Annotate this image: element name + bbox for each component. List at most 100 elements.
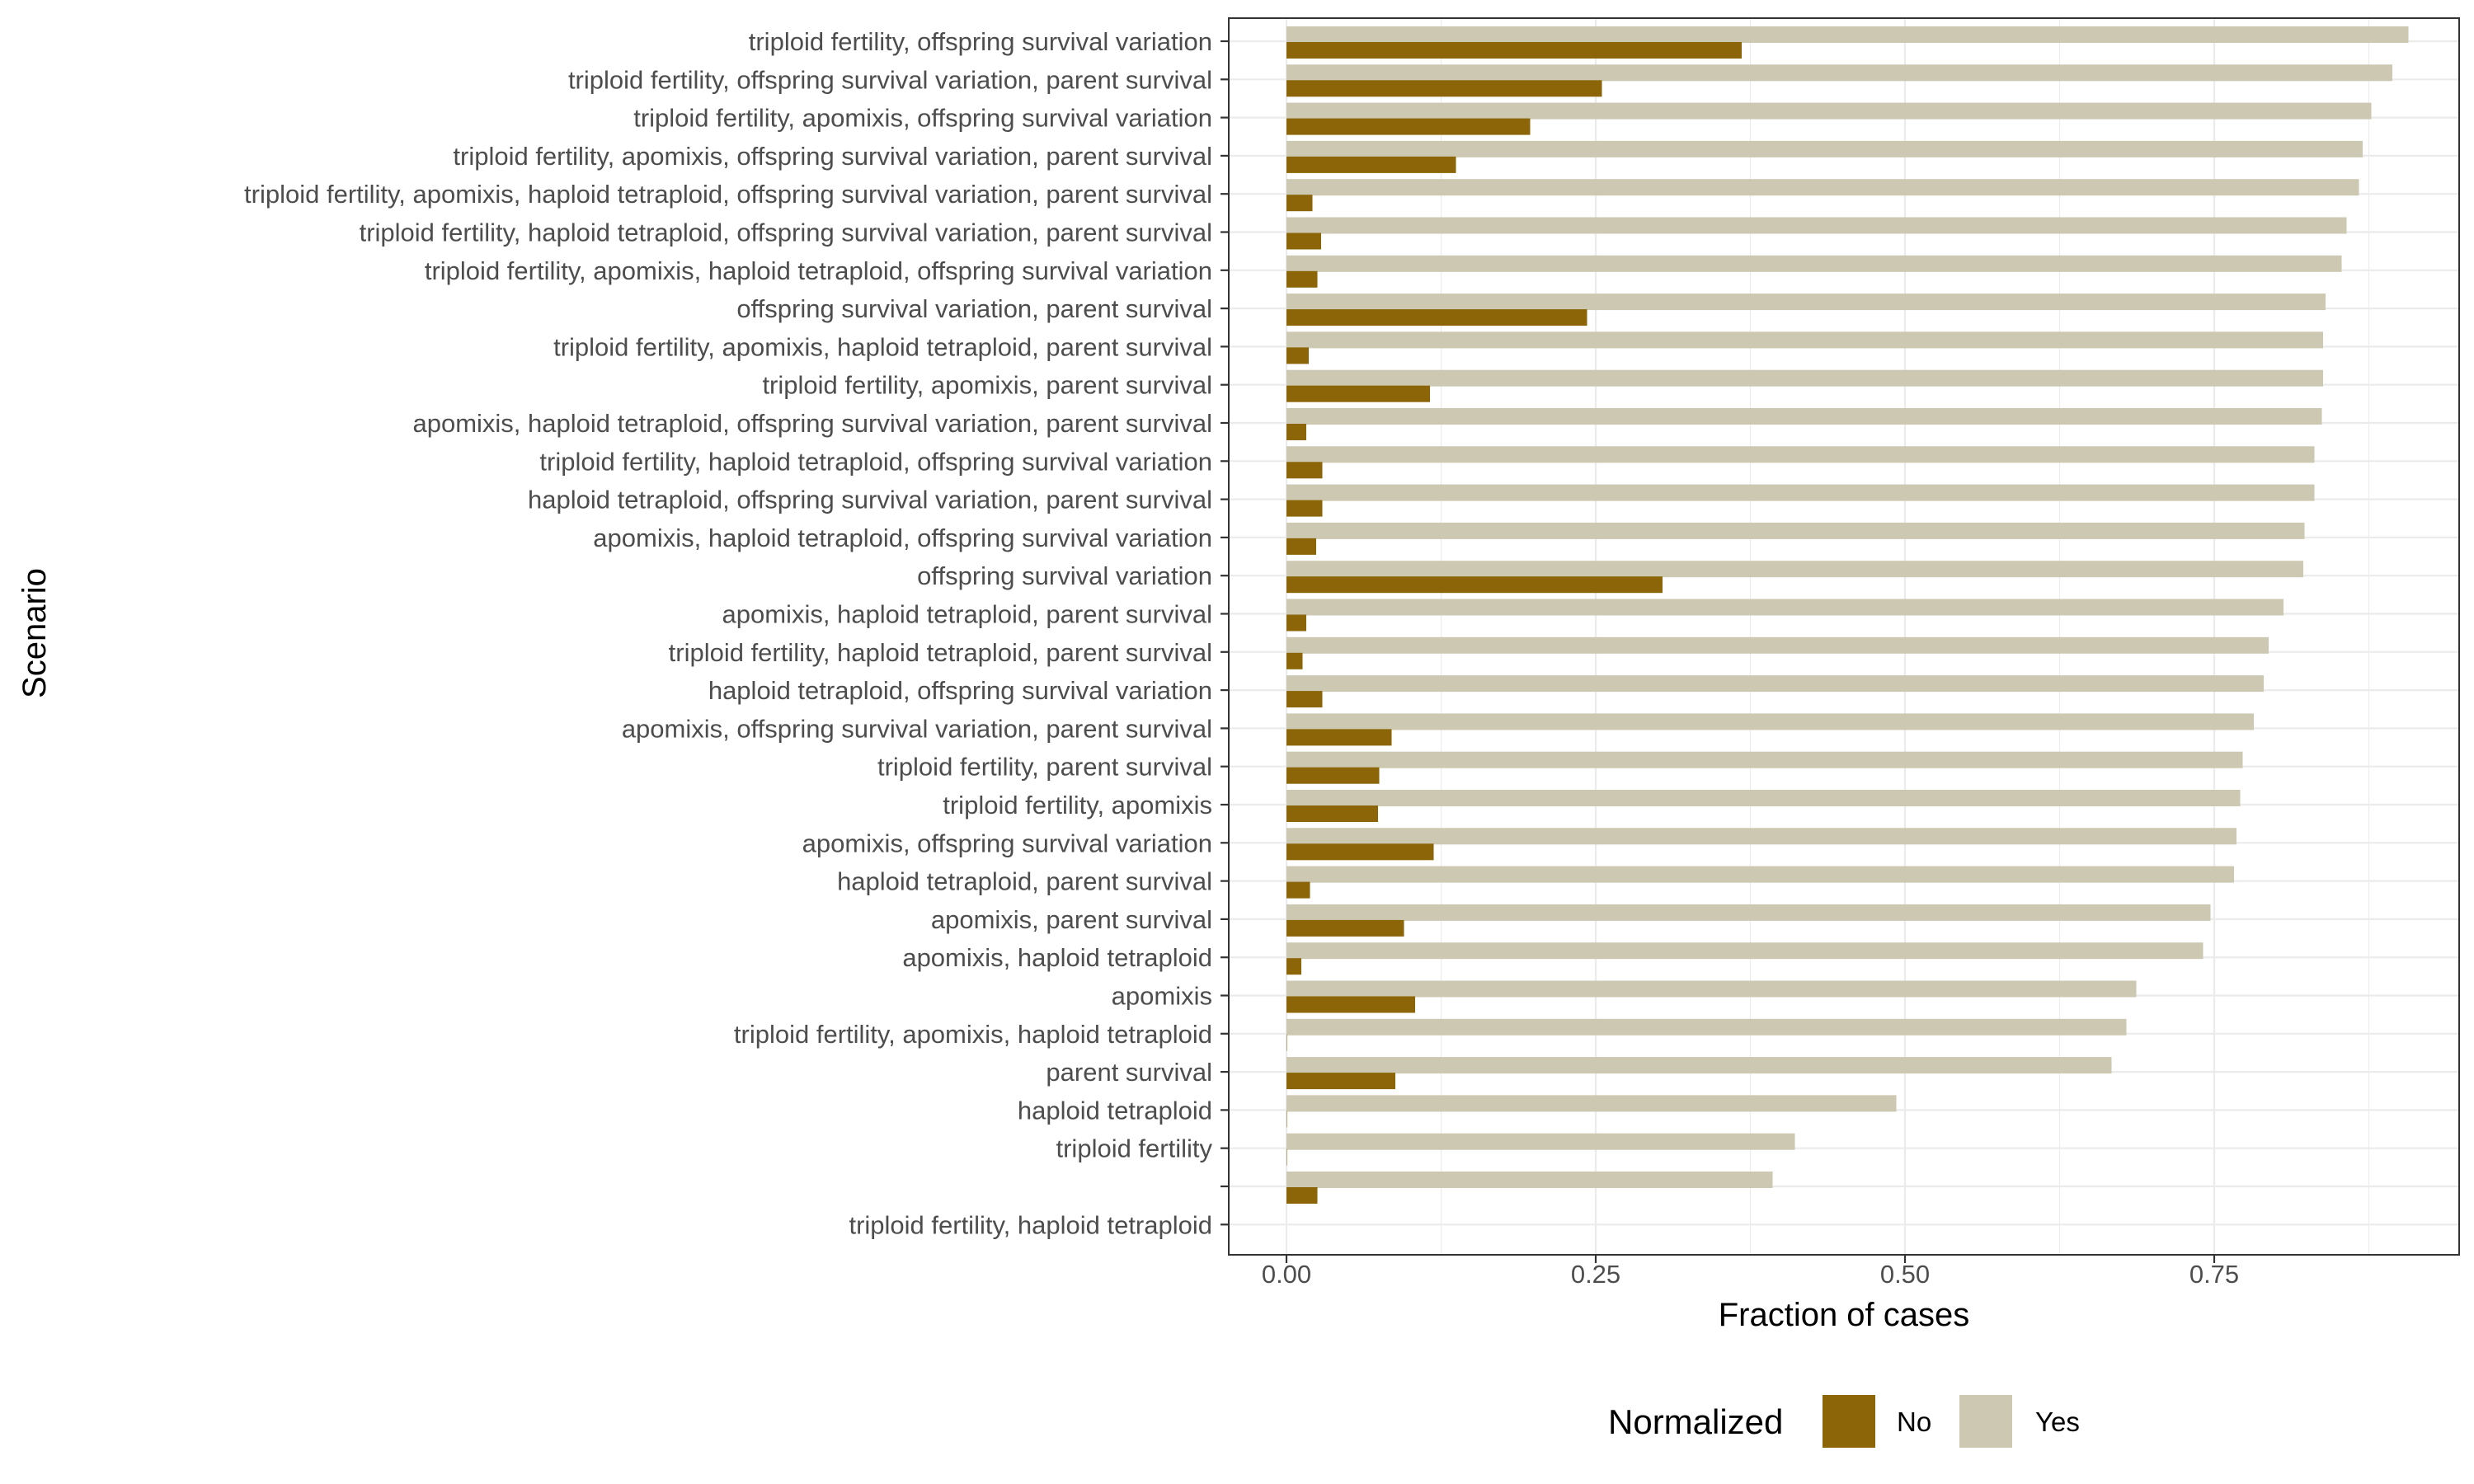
y-tick-label: apomixis, haploid tetraploid, offspring … (593, 524, 1212, 552)
bar-no (1286, 1148, 1287, 1166)
bar-yes (1286, 790, 2241, 806)
bar-no (1286, 652, 1303, 669)
y-axis-title: Scenario (16, 568, 53, 698)
bar-no (1286, 156, 1456, 173)
bar-no (1286, 1111, 1287, 1128)
legend: Normalized No Yes (1608, 1395, 2080, 1448)
bar-no (1286, 118, 1531, 135)
y-tick-label: triploid fertility, haploid tetraploid, … (360, 218, 1212, 247)
bar-no (1286, 767, 1380, 784)
x-tick-label: 0.00 (1262, 1260, 1311, 1289)
bar-no (1286, 1073, 1395, 1090)
bar-no (1286, 538, 1316, 555)
bar-yes (1286, 675, 2264, 693)
bar-yes (1286, 599, 2284, 616)
y-tick-label: triploid fertility, apomixis, haploid te… (425, 256, 1212, 285)
bars (1286, 26, 2409, 1204)
x-axis: 0.00 0.25 0.50 0.75 (1262, 1255, 2239, 1289)
y-tick-label: apomixis, haploid tetraploid (902, 943, 1212, 972)
bar-no (1286, 500, 1323, 517)
y-tick-label: offspring survival variation (917, 561, 1212, 590)
bar-yes (1286, 255, 2342, 272)
y-tick-label: apomixis, haploid tetraploid, parent sur… (722, 600, 1212, 629)
y-tick-label: triploid fertility, apomixis, offspring … (633, 104, 1212, 133)
bar-yes (1286, 1018, 2127, 1036)
y-tick-label: triploid fertility, haploid tetraploid, … (539, 447, 1212, 476)
bar-no (1286, 462, 1323, 479)
bar-no (1286, 805, 1378, 822)
bar-no (1286, 691, 1323, 708)
y-tick-label: apomixis, offspring survival variation (802, 829, 1212, 857)
y-tick-label: triploid fertility, parent survival (877, 753, 1212, 782)
legend-swatch-no (1823, 1395, 1875, 1448)
bar-no (1286, 195, 1313, 212)
y-tick-label: haploid tetraploid, parent survival (837, 867, 1212, 896)
bar-yes (1286, 713, 2254, 730)
bar-yes (1286, 102, 2372, 120)
bar-no (1286, 385, 1430, 402)
bar-yes (1286, 942, 2204, 960)
y-tick-label: triploid fertility, apomixis, haploid te… (244, 180, 1212, 209)
bar-yes (1286, 751, 2243, 768)
bar-yes (1286, 446, 2315, 463)
x-tick-label: 0.50 (1880, 1260, 1930, 1289)
bar-yes (1286, 866, 2234, 883)
bar-yes (1286, 1172, 1773, 1188)
x-tick-label: 0.25 (1571, 1260, 1620, 1289)
bar-no (1286, 1034, 1287, 1051)
bar-yes (1286, 179, 2359, 196)
bar-no (1286, 958, 1301, 975)
bar-no (1286, 80, 1602, 97)
bar-yes (1286, 980, 2137, 998)
y-tick-label: haploid tetraploid (1018, 1096, 1212, 1125)
legend-title: Normalized (1608, 1402, 1783, 1441)
y-tick-label: triploid fertility, offspring survival v… (568, 65, 1212, 94)
bar-no (1286, 729, 1392, 746)
bar-yes (1286, 828, 2236, 845)
x-axis-title: Fraction of cases (1719, 1297, 1970, 1333)
bar-no (1286, 42, 1742, 59)
y-tick-label: apomixis, haploid tetraploid, offspring … (412, 409, 1212, 438)
y-tick-label: triploid fertility, apomixis, offspring … (453, 142, 1212, 171)
bar-yes (1286, 26, 2409, 43)
bar-no (1286, 232, 1321, 250)
bar-yes (1286, 1095, 1897, 1112)
bar-yes (1286, 64, 2392, 82)
legend-swatch-yes (1959, 1395, 2012, 1448)
bar-no (1286, 843, 1434, 861)
bar-yes (1286, 1057, 2112, 1074)
bar-yes (1286, 636, 2269, 654)
bar-no (1286, 424, 1306, 440)
y-tick-label: triploid fertility, haploid tetraploid, … (669, 638, 1212, 667)
bar-no (1286, 576, 1663, 594)
bar-no (1286, 1187, 1318, 1204)
y-tick-label: triploid fertility, apomixis (943, 791, 1212, 819)
bar-yes (1286, 484, 2315, 501)
bar-yes (1286, 522, 2305, 539)
bar-no (1286, 996, 1415, 1013)
bar-yes (1286, 294, 2326, 311)
bar-yes (1286, 904, 2211, 921)
bar-no (1286, 614, 1306, 632)
y-tick-label: offspring survival variation, parent sur… (736, 294, 1212, 323)
y-tick-label: haploid tetraploid, offspring survival v… (708, 676, 1212, 705)
y-tick-label: apomixis (1112, 982, 1212, 1011)
y-tick-label: triploid fertility, apomixis, parent sur… (762, 371, 1212, 400)
x-tick-label: 0.75 (2189, 1260, 2239, 1289)
y-tick-label: triploid fertility, haploid tetraploid (849, 1210, 1212, 1239)
plot-panel-border (1228, 17, 2460, 1256)
bar-yes (1286, 140, 2363, 157)
bar-no (1286, 347, 1309, 364)
y-tick-label: haploid tetraploid, offspring survival v… (528, 486, 1212, 514)
y-tick-label: triploid fertility, offspring survival v… (749, 27, 1212, 56)
bar-yes (1286, 561, 2303, 578)
y-tick-label: apomixis, offspring survival variation, … (622, 714, 1212, 743)
bar-yes (1286, 408, 2322, 425)
y-axis: triploid fertility, offspring survival v… (244, 27, 1229, 1239)
y-tick-label: triploid fertility, apomixis, haploid te… (553, 332, 1212, 361)
y-tick-label: parent survival (1046, 1058, 1212, 1087)
legend-label-no: No (1897, 1407, 1931, 1437)
bar-no (1286, 881, 1310, 899)
bar-no (1286, 309, 1587, 326)
